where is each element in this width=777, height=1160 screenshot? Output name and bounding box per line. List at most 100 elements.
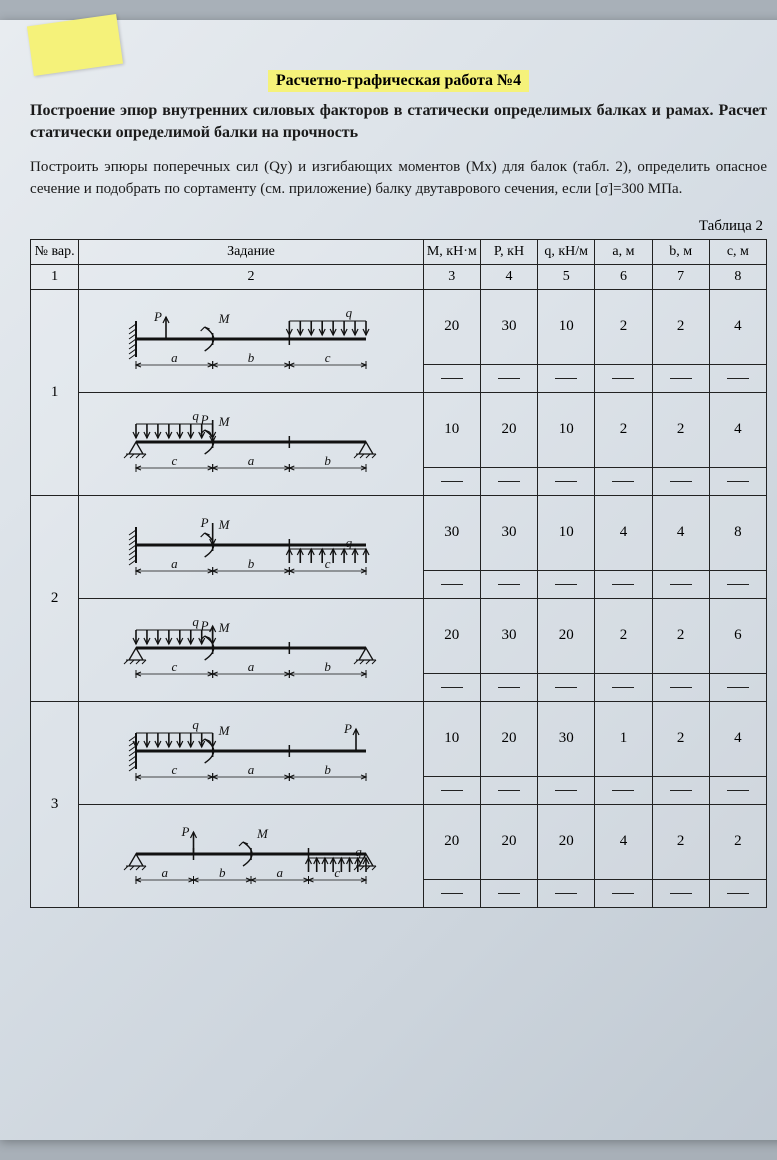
- svg-text:a: a: [248, 453, 255, 468]
- dash-cell: [595, 776, 652, 805]
- value-c: 4: [709, 393, 766, 467]
- dash-cell: [538, 776, 595, 805]
- variant-number: 3: [31, 702, 79, 908]
- col-b: b, м: [652, 240, 709, 265]
- value-q: 10: [538, 496, 595, 570]
- dash-cell: [652, 776, 709, 805]
- svg-text:b: b: [248, 350, 255, 365]
- beam-diagram: qMPabc: [111, 507, 391, 587]
- svg-text:a: a: [248, 659, 255, 674]
- svg-text:b: b: [219, 865, 226, 880]
- value-c: 6: [709, 599, 766, 673]
- col-q: q, кН/м: [538, 240, 595, 265]
- value-b: 2: [652, 702, 709, 776]
- dash-cell: [423, 673, 480, 702]
- idx-4: 4: [480, 265, 537, 290]
- value-a: 2: [595, 290, 652, 364]
- dash-cell: [538, 879, 595, 908]
- dash-cell: [423, 467, 480, 496]
- svg-text:P: P: [180, 824, 189, 839]
- svg-text:a: a: [161, 865, 168, 880]
- svg-text:P: P: [200, 618, 209, 633]
- svg-text:q: q: [346, 535, 353, 550]
- idx-8: 8: [709, 265, 766, 290]
- value-b: 2: [652, 393, 709, 467]
- svg-text:b: b: [324, 659, 331, 674]
- col-a: a, м: [595, 240, 652, 265]
- beam-diagram: qMPcab: [111, 404, 391, 484]
- svg-text:q: q: [192, 717, 199, 732]
- table-row: qMPcab102010224: [31, 393, 767, 467]
- beam-diagram: qMPcab: [111, 713, 391, 793]
- diagram-cell: qMPabc: [79, 496, 423, 599]
- dash-cell: [423, 776, 480, 805]
- value-a: 4: [595, 496, 652, 570]
- svg-text:c: c: [325, 350, 331, 365]
- value-b: 4: [652, 496, 709, 570]
- dash-cell: [709, 776, 766, 805]
- value-b: 2: [652, 599, 709, 673]
- dash-cell: [538, 570, 595, 599]
- value-c: 4: [709, 290, 766, 364]
- value-P: 20: [480, 805, 537, 879]
- value-M: 20: [423, 290, 480, 364]
- idx-3: 3: [423, 265, 480, 290]
- subtitle: Построение эпюр внутренних силовых факто…: [30, 100, 767, 145]
- value-q: 30: [538, 702, 595, 776]
- svg-text:M: M: [218, 311, 231, 326]
- dash-cell: [538, 364, 595, 393]
- dash-cell: [595, 879, 652, 908]
- value-b: 2: [652, 805, 709, 879]
- data-table: № вар. Задание M, кН·м P, кН q, кН/м a, …: [30, 239, 767, 908]
- value-a: 1: [595, 702, 652, 776]
- dash-cell: [709, 364, 766, 393]
- value-q: 20: [538, 805, 595, 879]
- idx-5: 5: [538, 265, 595, 290]
- diagram-cell: qMPabc: [79, 290, 423, 393]
- value-P: 30: [480, 290, 537, 364]
- col-M: M, кН·м: [423, 240, 480, 265]
- svg-text:P: P: [200, 515, 209, 530]
- svg-text:b: b: [324, 453, 331, 468]
- col-var: № вар.: [31, 240, 79, 265]
- dash-cell: [538, 467, 595, 496]
- svg-text:M: M: [218, 620, 231, 635]
- svg-text:a: a: [171, 350, 178, 365]
- dash-cell: [709, 570, 766, 599]
- svg-text:q: q: [346, 305, 353, 320]
- diagram-cell: qMPcab: [79, 702, 423, 805]
- svg-text:M: M: [256, 826, 269, 841]
- dash-cell: [480, 570, 537, 599]
- idx-6: 6: [595, 265, 652, 290]
- value-M: 10: [423, 702, 480, 776]
- table-row: 1qMPabc203010224: [31, 290, 767, 364]
- diagram-cell: q MPc a b: [79, 599, 423, 702]
- value-P: 20: [480, 393, 537, 467]
- dash-cell: [652, 879, 709, 908]
- document-page: Расчетно-графическая работа №4 Построени…: [0, 20, 777, 1140]
- svg-text:q: q: [355, 844, 362, 859]
- table-row: qMPabac202020422: [31, 805, 767, 879]
- header-row: № вар. Задание M, кН·м P, кН q, кН/м a, …: [31, 240, 767, 265]
- dash-cell: [538, 673, 595, 702]
- table-row: 2qMPabc303010448: [31, 496, 767, 570]
- value-P: 30: [480, 599, 537, 673]
- svg-text:a: a: [171, 556, 178, 571]
- idx-2: 2: [79, 265, 423, 290]
- value-q: 10: [538, 290, 595, 364]
- svg-text:c: c: [334, 865, 340, 880]
- dash-cell: [709, 673, 766, 702]
- title-row: Расчетно-графическая работа №4: [30, 40, 767, 92]
- value-M: 30: [423, 496, 480, 570]
- svg-text:q: q: [192, 614, 199, 629]
- svg-text:c: c: [171, 659, 177, 674]
- variant-number: 1: [31, 290, 79, 496]
- col-P: P, кН: [480, 240, 537, 265]
- svg-text:M: M: [218, 723, 231, 738]
- value-q: 10: [538, 393, 595, 467]
- svg-text:q: q: [192, 408, 199, 423]
- svg-text:P: P: [343, 721, 352, 736]
- dash-cell: [480, 364, 537, 393]
- svg-text:M: M: [218, 517, 231, 532]
- idx-1: 1: [31, 265, 79, 290]
